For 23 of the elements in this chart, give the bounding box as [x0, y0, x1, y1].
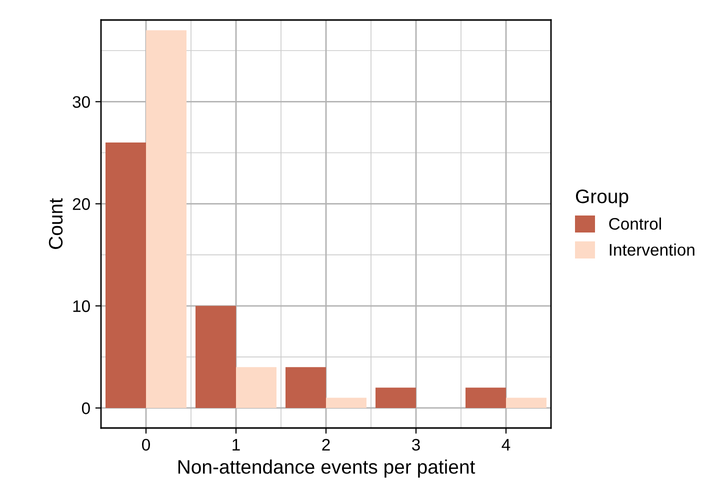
bar [326, 398, 366, 408]
legend-label: Intervention [610, 243, 694, 256]
x-tick-label: 0 [142, 438, 150, 451]
y-axis-title: Count [48, 198, 63, 249]
bar [466, 388, 506, 408]
x-tick-label: 3 [412, 438, 420, 451]
y-tick-label: 10 [73, 300, 90, 312]
y-tick-label: 20 [72, 198, 90, 210]
x-axis-title: Non-attendance events per patient [178, 460, 476, 478]
bar [106, 142, 146, 408]
x-tick-label: 1 [232, 439, 240, 450]
x-tick-label: 4 [502, 439, 510, 450]
y-tick-label: 0 [82, 402, 90, 414]
x-tick-label: 2 [322, 438, 330, 450]
bar [286, 367, 326, 408]
legend-label: Control [609, 218, 661, 230]
bar [376, 388, 416, 408]
bar [506, 398, 546, 408]
bar [146, 30, 186, 408]
legend-title: Group [576, 189, 628, 208]
y-tick-label: 30 [72, 96, 90, 108]
bar [236, 367, 276, 408]
bar [196, 306, 236, 408]
